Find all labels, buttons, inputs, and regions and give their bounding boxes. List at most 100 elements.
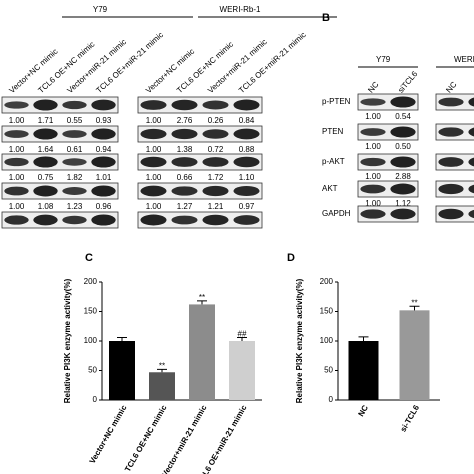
blot-band [438, 97, 464, 107]
band-value: 0.26 [208, 116, 224, 125]
column-label: NC [444, 80, 458, 95]
blot-band [33, 156, 58, 168]
blot-band [468, 127, 474, 137]
band-value: 1.71 [38, 116, 54, 125]
row-label: p-AKT [322, 157, 345, 166]
y-tick-label: 50 [88, 366, 97, 375]
blot-frame [137, 153, 263, 171]
band-value: 1.72 [208, 173, 224, 182]
blot-frame [1, 125, 119, 143]
band-value: 2.76 [177, 116, 193, 125]
blot-band [33, 185, 58, 197]
band-value: 0.75 [38, 173, 54, 182]
blot-band [171, 99, 198, 111]
band-value: 0.96 [96, 202, 112, 211]
blot-band [233, 185, 260, 197]
x-tick-label: TCL6 OE+NC mimic [123, 403, 169, 473]
row-label: AKT [322, 184, 338, 193]
band-value: 0.93 [96, 116, 112, 125]
blot-band [33, 99, 58, 111]
column-label: Vector+NC mimic [7, 47, 59, 95]
y-tick-label: 150 [320, 307, 334, 316]
blot-frame [1, 96, 119, 114]
bar [348, 341, 379, 400]
band-value: 1.00 [146, 116, 162, 125]
band-value: 1.10 [239, 173, 255, 182]
blot-band [91, 99, 116, 111]
column-label: NC [366, 80, 380, 95]
band-value: 1.00 [365, 172, 381, 181]
blot-band [171, 157, 198, 167]
blot-band [202, 214, 229, 226]
blot-band [171, 186, 198, 196]
blot-band [360, 184, 386, 194]
panel-letter: C [85, 252, 93, 264]
band-value: 0.84 [239, 116, 255, 125]
y-tick-label: 200 [320, 277, 334, 286]
band-value: 1.23 [67, 202, 83, 211]
band-value: 1.00 [9, 202, 25, 211]
y-tick-label: 100 [320, 336, 334, 345]
y-axis-label: Relative PI3K enzyme activity(%) [295, 278, 304, 403]
error-bar [117, 336, 127, 341]
blot-band [4, 130, 29, 138]
band-value: 1.38 [177, 145, 193, 154]
band-value: 0.66 [177, 173, 193, 182]
blot-band [202, 129, 229, 139]
blot-band [233, 99, 260, 111]
x-tick-label: Vector+NC mimic [88, 403, 129, 465]
bar [149, 372, 175, 400]
error-bar [237, 336, 247, 341]
blot-band [33, 128, 58, 140]
group-label: WERI-Rb-1 [220, 5, 261, 14]
band-value: 0.97 [239, 202, 255, 211]
blot-band [468, 157, 474, 167]
significance: ## [238, 330, 247, 339]
blot-band [62, 158, 87, 166]
x-tick-label: si-TCL6 [399, 403, 422, 433]
blot-band [233, 128, 260, 140]
error-bar [358, 336, 369, 341]
blot-band [438, 183, 464, 195]
blot-band [4, 101, 29, 109]
band-value: 1.00 [146, 145, 162, 154]
blot-band [438, 157, 464, 167]
blot-band [390, 183, 416, 195]
blot-band [62, 187, 87, 195]
significance: ** [199, 293, 205, 302]
band-value: 0.54 [395, 112, 411, 121]
bar [109, 341, 135, 400]
bar [399, 310, 430, 400]
blot-band [202, 100, 229, 110]
column-label: Vector+miR-21 mimic [206, 37, 269, 95]
blot-frame [1, 211, 119, 229]
band-value: 1.01 [96, 173, 112, 182]
blot-band [91, 214, 116, 226]
blot-band [171, 128, 198, 140]
significance: ** [411, 298, 417, 307]
blot-band [438, 208, 464, 220]
y-tick-label: 100 [84, 336, 98, 345]
blot-band [62, 130, 87, 138]
band-value: 0.55 [67, 116, 83, 125]
y-tick-label: 150 [84, 307, 98, 316]
bar [189, 304, 215, 400]
column-label: TCL6 OE+NC mimic [175, 40, 235, 95]
blot-band [468, 97, 474, 107]
blot-frame [1, 153, 119, 171]
y-tick-label: 0 [329, 395, 334, 404]
blot-band [360, 209, 386, 219]
blot-frame [137, 182, 263, 200]
band-value: 1.00 [365, 199, 381, 208]
blot-band [62, 100, 87, 110]
panel-letter: D [287, 252, 295, 264]
band-value: 1.00 [365, 112, 381, 121]
band-value: 1.27 [177, 202, 193, 211]
blot-band [233, 156, 260, 168]
band-value: 2.88 [395, 172, 411, 181]
group-label: WERI [454, 55, 474, 64]
band-value: 0.72 [208, 145, 224, 154]
blot-band [360, 128, 386, 136]
blot-frame [137, 96, 263, 114]
